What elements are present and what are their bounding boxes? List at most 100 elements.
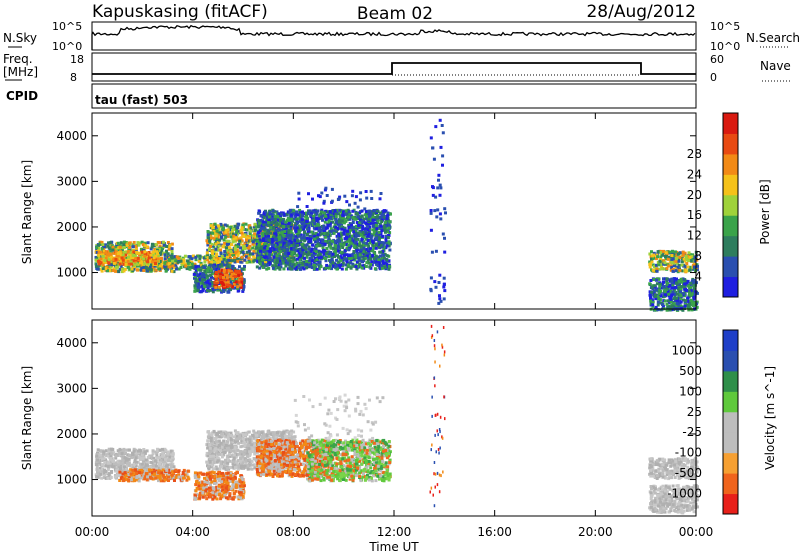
freq-left-tick-bottom: 8 <box>70 71 77 84</box>
range-gate-cell <box>124 253 128 257</box>
range-gate-cell <box>142 257 145 261</box>
range-gate-cell <box>339 237 343 241</box>
range-gate-cell <box>377 258 381 262</box>
range-gate-cell <box>348 235 352 239</box>
range-gate-cell <box>139 261 143 265</box>
range-gate-cell <box>245 260 249 264</box>
range-gate-cell <box>301 210 304 214</box>
range-gate-cell <box>429 228 433 232</box>
range-gate-cell <box>226 232 230 236</box>
range-gate-cell <box>157 247 161 251</box>
range-gate-cell <box>95 246 99 250</box>
range-gate-cell <box>366 234 370 238</box>
range-gate-cell <box>235 229 239 233</box>
range-gate-cell <box>104 250 108 254</box>
range-gate-cell <box>296 257 299 261</box>
range-gate-cell <box>211 254 215 258</box>
range-gate-cell <box>241 223 245 227</box>
range-gate-cell <box>384 237 388 241</box>
range-gate-cell <box>124 263 128 266</box>
range-gate-cell <box>289 213 293 217</box>
range-gate-cell <box>251 254 255 258</box>
range-gate-cell <box>380 241 384 245</box>
range-gate-cell <box>332 225 336 229</box>
range-gate-cell <box>348 237 352 241</box>
range-gate-cell <box>184 264 188 268</box>
range-gate-cell <box>248 247 252 251</box>
range-gate-cell <box>274 264 278 268</box>
range-gate-cell <box>145 245 149 249</box>
range-gate-cell <box>135 246 138 250</box>
range-gate-cell <box>248 232 252 236</box>
range-gate-cell <box>328 229 332 233</box>
range-gate-cell <box>385 254 389 258</box>
range-gate-cell <box>387 267 391 271</box>
range-gate-cell <box>168 243 172 247</box>
range-gate-cell <box>355 249 359 253</box>
range-gate-cell <box>214 271 218 274</box>
range-gate-cell <box>332 231 336 235</box>
range-gate-cell <box>347 215 351 219</box>
range-gate-cell <box>136 256 140 260</box>
range-gate-cell <box>429 287 433 291</box>
range-gate-cell <box>212 267 216 271</box>
range-gate-cell <box>234 250 238 254</box>
range-gate-cell <box>215 252 219 256</box>
range-gate-cell <box>292 235 296 239</box>
range-gate-cell <box>365 231 369 235</box>
range-gate-cell <box>310 216 314 220</box>
range-gate-cell <box>674 260 678 264</box>
range-gate-cell <box>137 243 141 247</box>
range-gate-cell <box>140 267 144 271</box>
range-gate-cell <box>198 265 202 269</box>
range-gate-cell <box>224 246 228 250</box>
range-gate-cell <box>235 257 238 260</box>
range-gate-cell <box>238 265 241 269</box>
range-gate-cell <box>307 252 311 256</box>
range-gate-cell <box>304 215 308 219</box>
range-gate-cell <box>282 225 286 229</box>
range-gate-cell <box>152 256 156 260</box>
freq-left-tick-top: 18 <box>70 53 84 66</box>
range-gate-cell <box>242 246 245 250</box>
range-gate-cell <box>276 232 280 236</box>
range-gate-cell <box>664 255 667 258</box>
range-gate-cell <box>288 208 292 212</box>
range-gate-cell <box>240 277 244 281</box>
range-gate-cell <box>215 231 219 235</box>
range-gate-cell <box>224 230 228 234</box>
range-gate-cell <box>220 281 224 284</box>
range-gate-cell <box>328 258 331 262</box>
range-gate-cell <box>236 226 240 230</box>
range-gate-cell <box>341 261 345 265</box>
range-gate-cell <box>166 252 170 256</box>
range-gate-cell <box>431 193 435 197</box>
range-gate-cell <box>378 227 382 231</box>
range-gate-cell <box>261 214 265 218</box>
range-gate-cell <box>222 276 225 279</box>
range-gate-cell <box>340 267 344 271</box>
n-search-label: N.Search <box>746 31 800 45</box>
range-gate-cell <box>214 234 218 238</box>
range-gate-cell <box>99 257 103 261</box>
range-gate-cell <box>442 297 446 301</box>
range-gate-cell <box>652 268 655 272</box>
range-gate-cell <box>353 238 357 242</box>
range-gate-cell <box>248 252 252 256</box>
range-gate-cell <box>347 243 351 247</box>
range-gate-cell <box>438 118 442 122</box>
range-gate-cell <box>212 261 216 264</box>
range-gate-cell <box>333 223 337 227</box>
range-gate-cell <box>141 243 145 247</box>
range-gate-cell <box>362 257 366 261</box>
range-gate-cell <box>296 249 300 253</box>
range-gate-cell <box>101 243 105 247</box>
range-gate-cell <box>443 250 447 254</box>
range-gate-cell <box>388 248 392 252</box>
range-gate-cell <box>291 260 295 264</box>
range-gate-cell <box>652 253 656 257</box>
range-gate-cell <box>214 258 218 262</box>
range-gate-cell <box>442 283 446 286</box>
range-gate-cell <box>688 268 692 272</box>
range-gate-cell <box>289 224 293 228</box>
